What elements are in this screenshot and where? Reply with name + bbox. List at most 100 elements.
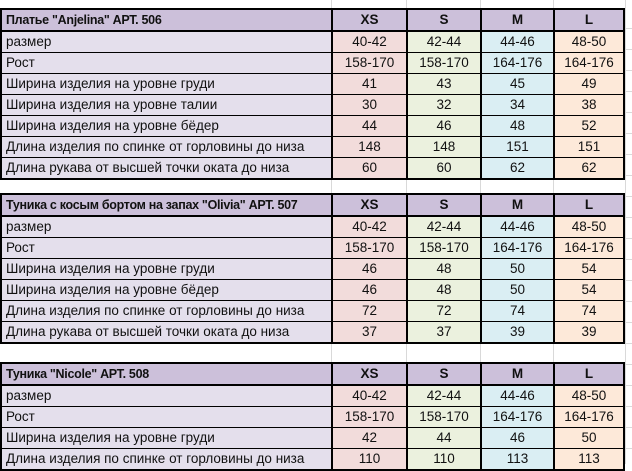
value-cell[interactable]: 48-50 (553, 30, 625, 53)
value-cell[interactable]: 44 (331, 115, 408, 137)
value-cell[interactable]: 158-170 (331, 237, 408, 259)
value-cell[interactable]: 46 (331, 279, 408, 301)
row-label-cell[interactable]: размер (0, 30, 333, 53)
value-cell[interactable]: 164-176 (553, 237, 625, 259)
value-cell[interactable]: 62 (480, 157, 555, 180)
row-label-cell[interactable]: Длина изделия по спинке от горловины до … (0, 136, 333, 158)
value-cell[interactable]: 158-170 (331, 406, 408, 428)
value-cell[interactable]: 151 (480, 136, 555, 158)
value-cell[interactable]: 45 (480, 73, 555, 95)
value-cell[interactable]: 151 (553, 136, 625, 158)
size-header-cell[interactable]: XS (331, 362, 408, 386)
value-cell[interactable]: 52 (553, 115, 625, 137)
row-label-cell[interactable]: Рост (0, 237, 333, 259)
value-cell[interactable]: 48 (406, 279, 482, 301)
row-label-cell[interactable]: Рост (0, 52, 333, 74)
row-label-cell[interactable]: Длина изделия по спинке от горловины до … (0, 448, 333, 471)
value-cell[interactable]: 41 (331, 73, 408, 95)
size-header-cell[interactable]: L (553, 8, 625, 32)
row-label-cell[interactable]: размер (0, 215, 333, 238)
value-cell[interactable]: 74 (553, 300, 625, 322)
value-cell[interactable]: 148 (331, 136, 408, 158)
size-header-cell[interactable]: M (480, 8, 555, 32)
table-title-cell[interactable]: Туника с косым бортом на запах "Olivia" … (0, 193, 333, 217)
value-cell[interactable]: 32 (406, 94, 482, 116)
row-label-cell[interactable]: Рост (0, 406, 333, 428)
size-header-cell[interactable]: L (553, 362, 625, 386)
value-cell[interactable]: 37 (406, 321, 482, 344)
value-cell[interactable]: 42-44 (406, 384, 482, 407)
value-cell[interactable]: 148 (406, 136, 482, 158)
value-cell[interactable]: 30 (331, 94, 408, 116)
value-cell[interactable]: 40-42 (331, 215, 408, 238)
value-cell[interactable]: 44-46 (480, 30, 555, 53)
value-cell[interactable]: 158-170 (406, 52, 482, 74)
value-cell[interactable]: 43 (406, 73, 482, 95)
value-cell[interactable]: 40-42 (331, 30, 408, 53)
value-cell[interactable]: 38 (553, 94, 625, 116)
size-header-cell[interactable]: L (553, 193, 625, 217)
value-cell[interactable]: 48 (480, 115, 555, 137)
row-label-cell[interactable]: Длина рукава от высшей точки оката до ни… (0, 157, 333, 180)
value-cell[interactable]: 158-170 (406, 237, 482, 259)
value-cell[interactable]: 48-50 (553, 384, 625, 407)
value-cell[interactable]: 49 (553, 73, 625, 95)
value-cell[interactable]: 46 (480, 427, 555, 449)
value-cell[interactable]: 110 (406, 448, 482, 471)
value-cell[interactable]: 39 (553, 321, 625, 344)
value-cell[interactable]: 39 (480, 321, 555, 344)
row-label-cell[interactable]: Ширина изделия на уровне груди (0, 73, 333, 95)
value-cell[interactable]: 42-44 (406, 215, 482, 238)
size-header-cell[interactable]: XS (331, 193, 408, 217)
row-label-cell[interactable]: Длина изделия по спинке от горловины до … (0, 300, 333, 322)
value-cell[interactable]: 54 (553, 258, 625, 280)
value-cell[interactable]: 37 (331, 321, 408, 344)
value-cell[interactable]: 164-176 (553, 52, 625, 74)
row-label-cell[interactable]: размер (0, 384, 333, 407)
size-header-cell[interactable]: S (406, 8, 482, 32)
size-header-cell[interactable]: S (406, 193, 482, 217)
value-cell[interactable]: 48-50 (553, 215, 625, 238)
value-cell[interactable]: 164-176 (480, 237, 555, 259)
value-cell[interactable]: 46 (406, 115, 482, 137)
value-cell[interactable]: 72 (331, 300, 408, 322)
row-label-cell[interactable]: Ширина изделия на уровне бёдер (0, 279, 333, 301)
table-title-cell[interactable]: Платье "Anjelina" АРТ. 506 (0, 8, 333, 32)
value-cell[interactable]: 164-176 (480, 52, 555, 74)
value-cell[interactable]: 50 (480, 279, 555, 301)
value-cell[interactable]: 48 (406, 258, 482, 280)
value-cell[interactable]: 44-46 (480, 215, 555, 238)
row-label-cell[interactable]: Ширина изделия на уровне груди (0, 427, 333, 449)
value-cell[interactable]: 60 (406, 157, 482, 180)
size-header-cell[interactable]: M (480, 193, 555, 217)
value-cell[interactable]: 113 (553, 448, 625, 471)
value-cell[interactable]: 42 (331, 427, 408, 449)
value-cell[interactable]: 62 (553, 157, 625, 180)
row-label-cell[interactable]: Ширина изделия на уровне талии (0, 94, 333, 116)
value-cell[interactable]: 44-46 (480, 384, 555, 407)
row-label-cell[interactable]: Длина рукава от высшей точки оката до ни… (0, 321, 333, 344)
value-cell[interactable]: 42-44 (406, 30, 482, 53)
value-cell[interactable]: 164-176 (480, 406, 555, 428)
row-label-cell[interactable]: Ширина изделия на уровне груди (0, 258, 333, 280)
size-header-cell[interactable]: XS (331, 8, 408, 32)
size-header-cell[interactable]: M (480, 362, 555, 386)
size-header-cell[interactable]: S (406, 362, 482, 386)
value-cell[interactable]: 110 (331, 448, 408, 471)
value-cell[interactable]: 40-42 (331, 384, 408, 407)
value-cell[interactable]: 46 (331, 258, 408, 280)
value-cell[interactable]: 164-176 (553, 406, 625, 428)
value-cell[interactable]: 72 (406, 300, 482, 322)
value-cell[interactable]: 44 (406, 427, 482, 449)
value-cell[interactable]: 50 (480, 258, 555, 280)
value-cell[interactable]: 60 (331, 157, 408, 180)
table-title-cell[interactable]: Туника "Nicole" АРТ. 508 (0, 362, 333, 386)
row-label-cell[interactable]: Ширина изделия на уровне бёдер (0, 115, 333, 137)
value-cell[interactable]: 158-170 (406, 406, 482, 428)
value-cell[interactable]: 54 (553, 279, 625, 301)
value-cell[interactable]: 74 (480, 300, 555, 322)
value-cell[interactable]: 34 (480, 94, 555, 116)
value-cell[interactable]: 113 (480, 448, 555, 471)
value-cell[interactable]: 50 (553, 427, 625, 449)
value-cell[interactable]: 158-170 (331, 52, 408, 74)
